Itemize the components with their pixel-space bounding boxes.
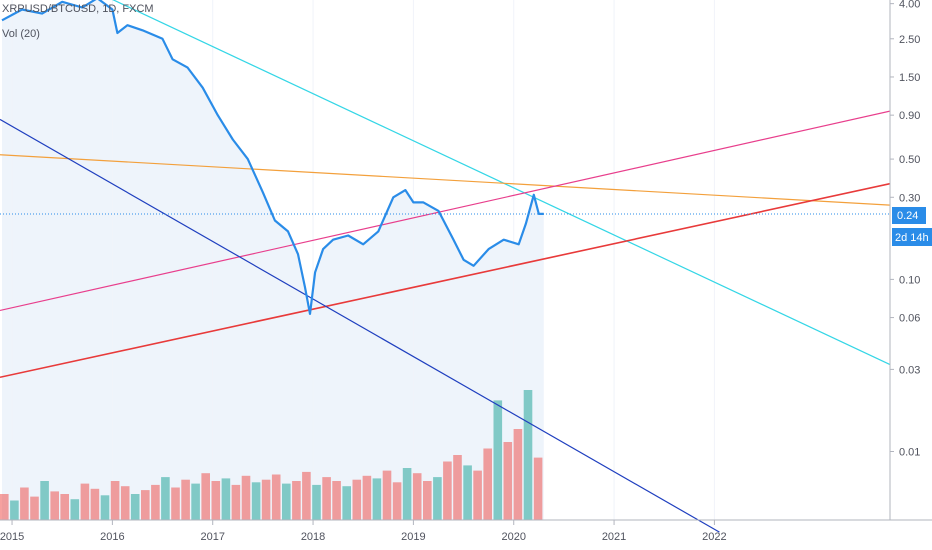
volume-bar <box>221 478 231 520</box>
volume-bar <box>513 429 523 520</box>
x-tick-label: 2016 <box>100 531 124 543</box>
volume-bar <box>423 481 432 520</box>
volume-bar <box>282 483 291 520</box>
volume-bar <box>342 486 351 520</box>
x-tick-label: 2019 <box>401 531 425 543</box>
volume-bar <box>382 470 392 520</box>
y-axis-ticks: 4.00 2.50 1.50 0.90 0.50 0.30 0.10 0.06 0.03 0.01 <box>890 0 920 459</box>
volume-bar <box>292 481 301 520</box>
volume-bar <box>181 479 190 520</box>
y-tick-label: 0.06 <box>899 313 920 325</box>
volume-bar <box>100 495 110 520</box>
volume-bar <box>151 484 160 520</box>
volume-bar <box>130 494 140 520</box>
x-tick-label: 2022 <box>702 531 726 543</box>
volume-bar <box>503 442 513 520</box>
volume-bar <box>201 473 210 520</box>
volume-bar <box>312 484 321 520</box>
trendlines[interactable] <box>0 0 891 533</box>
volume-bar <box>80 483 90 520</box>
volume-bar <box>231 484 241 520</box>
price-area-fill <box>2 0 544 520</box>
volume-bar <box>30 496 39 520</box>
price-badge-box <box>892 207 926 224</box>
volume-bar <box>110 481 120 520</box>
volume-bar <box>362 475 372 520</box>
volume-bar <box>251 482 261 520</box>
volume-bars <box>0 390 543 520</box>
volume-bar <box>453 455 462 520</box>
symbol-title[interactable]: XRPUSD/BTCUSD, 1D, FXCM <box>2 3 154 15</box>
x-tick-label: 2021 <box>602 531 626 543</box>
volume-bar <box>90 488 100 520</box>
volume-bar <box>402 468 412 520</box>
price-badge: 0.24 <box>892 207 926 224</box>
volume-bar <box>443 461 452 520</box>
x-axis-ticks: 2015 2016 2017 2018 2019 2020 2021 2022 <box>0 520 727 543</box>
volume-bar <box>191 483 200 520</box>
volume-bar <box>372 478 382 520</box>
volume-bar <box>70 499 80 520</box>
y-tick-label: 2.50 <box>899 34 920 46</box>
volume-bar <box>60 494 69 520</box>
volume-bar <box>0 494 9 520</box>
trendline-blue[interactable] <box>0 118 720 533</box>
y-tick-label: 0.10 <box>899 274 920 286</box>
trendline-orange[interactable] <box>0 154 891 206</box>
volume-bar <box>211 481 221 520</box>
volume-bar <box>523 390 533 520</box>
countdown-badge-text: 2d 14h <box>895 232 929 244</box>
x-tick-label: 2017 <box>200 531 224 543</box>
volume-bar <box>332 481 341 520</box>
volume-bar <box>322 477 331 520</box>
volume-bar <box>241 475 251 520</box>
volume-bar <box>352 479 362 520</box>
x-tick-label: 2020 <box>501 531 525 543</box>
countdown-badge-box <box>892 228 932 246</box>
x-tick-label: 2018 <box>301 531 325 543</box>
volume-bar <box>483 448 492 520</box>
volume-indicator-label[interactable]: Vol (20) <box>2 28 40 40</box>
volume-bar <box>171 487 180 520</box>
volume-bar <box>533 457 543 520</box>
y-tick-label: 0.30 <box>899 192 920 204</box>
volume-bar <box>433 477 442 520</box>
trendline-pink[interactable] <box>0 110 891 312</box>
volume-bar <box>392 482 402 520</box>
volume-bar <box>302 471 311 520</box>
y-tick-label: 4.00 <box>899 0 920 11</box>
volume-bar <box>141 490 150 520</box>
volume-bar <box>463 465 472 520</box>
trendline-cyan[interactable] <box>92 0 891 366</box>
volume-bar <box>493 400 503 520</box>
volume-bar <box>10 500 19 520</box>
volume-bar <box>412 473 422 520</box>
x-tick-label: 2015 <box>0 531 24 543</box>
y-tick-label: 0.01 <box>899 447 920 459</box>
y-tick-label: 1.50 <box>899 72 920 84</box>
volume-bar <box>161 477 170 520</box>
y-tick-label: 0.50 <box>899 154 920 166</box>
price-badge-value: 0.24 <box>897 210 918 222</box>
volume-bar <box>473 470 482 520</box>
countdown-badge: 2d 14h <box>892 228 932 246</box>
price-line[interactable] <box>1 0 544 315</box>
volume-bar <box>271 474 281 520</box>
volume-bar <box>261 479 271 520</box>
trendline-red[interactable] <box>0 182 891 379</box>
y-tick-label: 0.90 <box>899 110 920 122</box>
y-axis-panel <box>890 0 932 520</box>
volume-bar <box>50 491 59 520</box>
volume-bar <box>20 487 29 520</box>
y-tick-label: 0.03 <box>899 364 920 376</box>
volume-bar <box>40 481 49 520</box>
volume-bar <box>120 486 130 520</box>
